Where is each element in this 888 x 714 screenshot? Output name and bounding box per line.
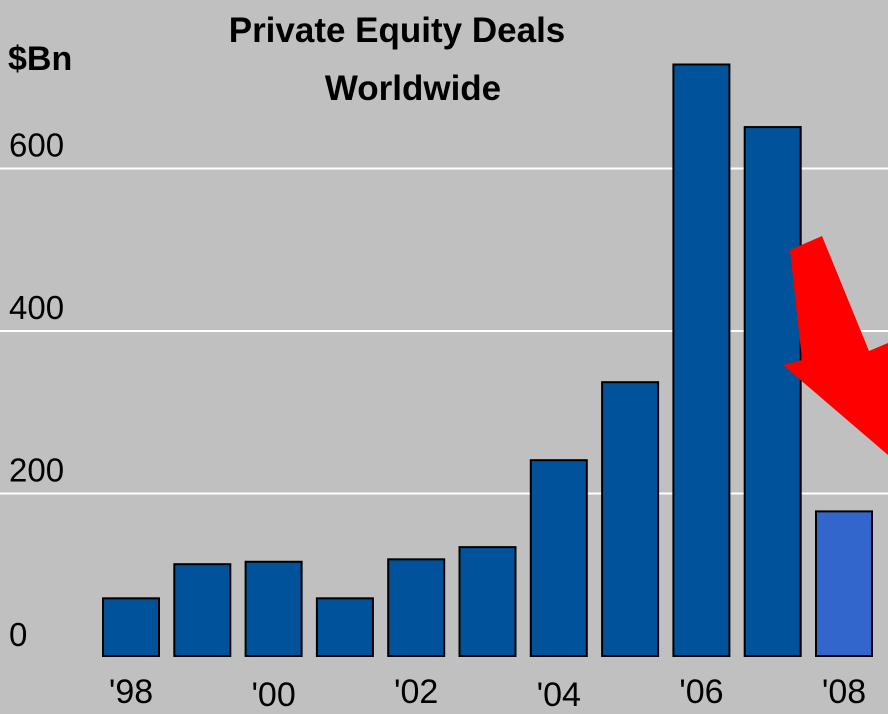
chart-title-line-1: Private Equity Deals [229,11,566,50]
bar-'08 [815,510,873,657]
chart-title-line-2: Worldwide [325,69,501,108]
x-tick-label: '02 [394,673,438,711]
bar-'02 [387,558,446,657]
y-tick-label-0: 0 [9,616,27,653]
bar-'01 [315,597,374,657]
x-tick-label: '04 [537,676,581,714]
y-tick-label-400: 400 [9,289,64,326]
x-tick-label: '06 [679,673,723,711]
x-tick-label: '00 [251,676,295,714]
y-tick-label-600: 600 [9,127,64,164]
bar-'04 [529,459,588,657]
bar-'07 [743,126,802,657]
bar-'99 [173,563,232,657]
bars [102,63,873,657]
down-arrow-icon [783,236,888,455]
bar-'03 [458,546,517,657]
x-tick-labels: '98 '00 '02 '04 '06 '08 [109,673,866,714]
bar-'00 [244,560,303,657]
x-tick-label: '98 [109,673,153,711]
gridlines [0,167,888,495]
y-axis-unit-label: $Bn [8,40,72,78]
bar-'98 [102,597,160,657]
y-tick-label-200: 200 [9,452,64,489]
x-tick-label: '08 [822,673,866,711]
y-tick-labels: 0 200 400 600 [9,127,64,654]
bar-'06 [672,63,731,657]
bar-'05 [601,381,660,657]
